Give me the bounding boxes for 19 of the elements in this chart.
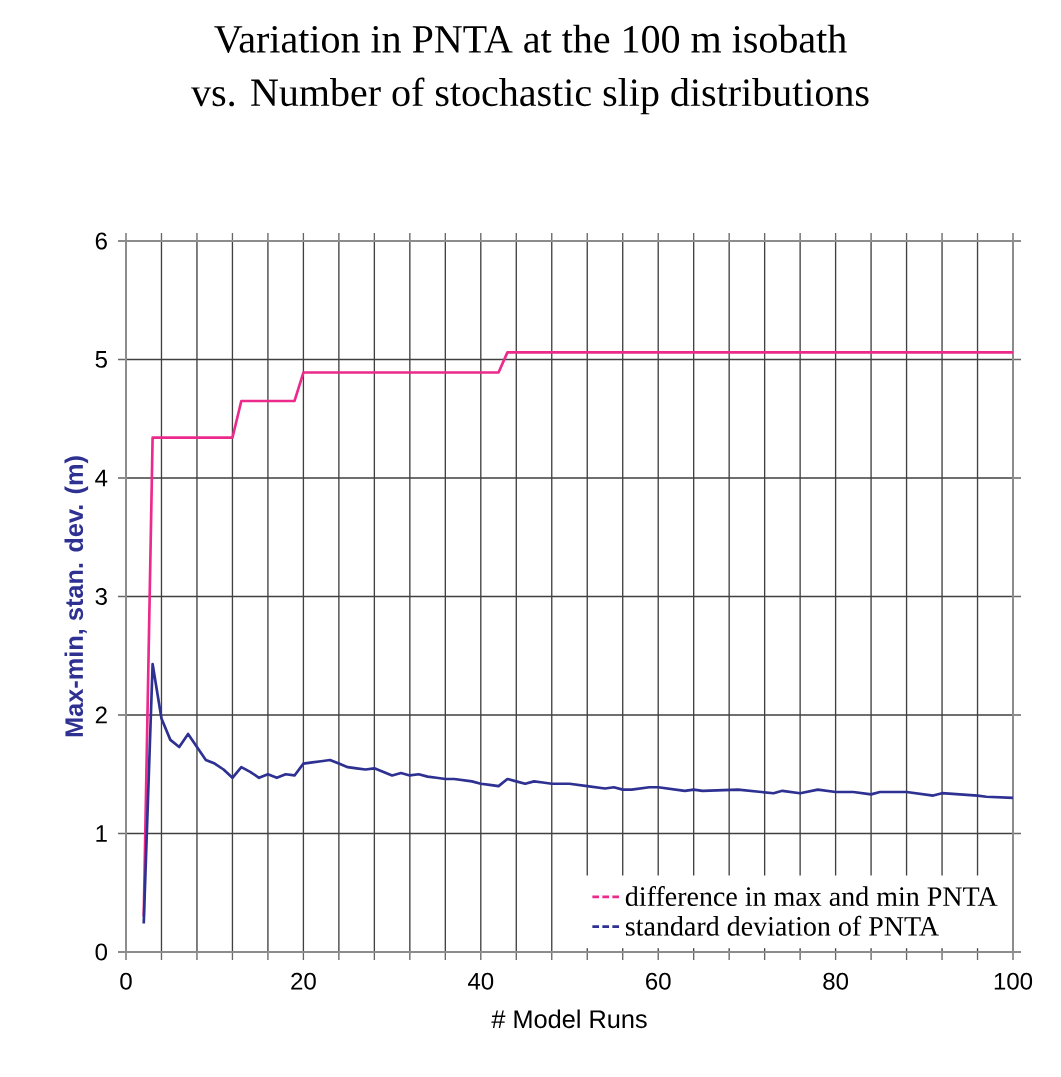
x-tick-label: 40 xyxy=(468,972,494,990)
x-tick-label: 100 xyxy=(994,972,1033,990)
x-tick-label: 20 xyxy=(291,972,316,990)
legend-label: difference in max and min PNTA xyxy=(625,886,998,907)
y-tick-label: 6 xyxy=(95,232,107,250)
y-tick-label: 5 xyxy=(95,351,107,368)
y-axis-title: Max-min, stan. dev. (m) xyxy=(64,456,89,737)
chart-title: Variation in PNTA at the 100 m isobath xyxy=(214,24,847,54)
chart-subtitle: vs. Number of stochastic slip distributions xyxy=(191,77,869,115)
y-tick-label: 2 xyxy=(95,706,107,724)
x-tick-label: 80 xyxy=(823,972,849,990)
y-tick-label: 4 xyxy=(95,469,108,487)
x-axis-title: # Model Runs xyxy=(491,1009,647,1029)
x-tick-label: 0 xyxy=(120,972,132,990)
y-tick-label: 3 xyxy=(95,587,107,605)
y-tick-label: 1 xyxy=(96,825,107,842)
legend-label: standard deviation of PNTA xyxy=(625,915,939,936)
x-tick-label: 60 xyxy=(646,972,671,990)
y-tick-label: 0 xyxy=(95,943,108,961)
